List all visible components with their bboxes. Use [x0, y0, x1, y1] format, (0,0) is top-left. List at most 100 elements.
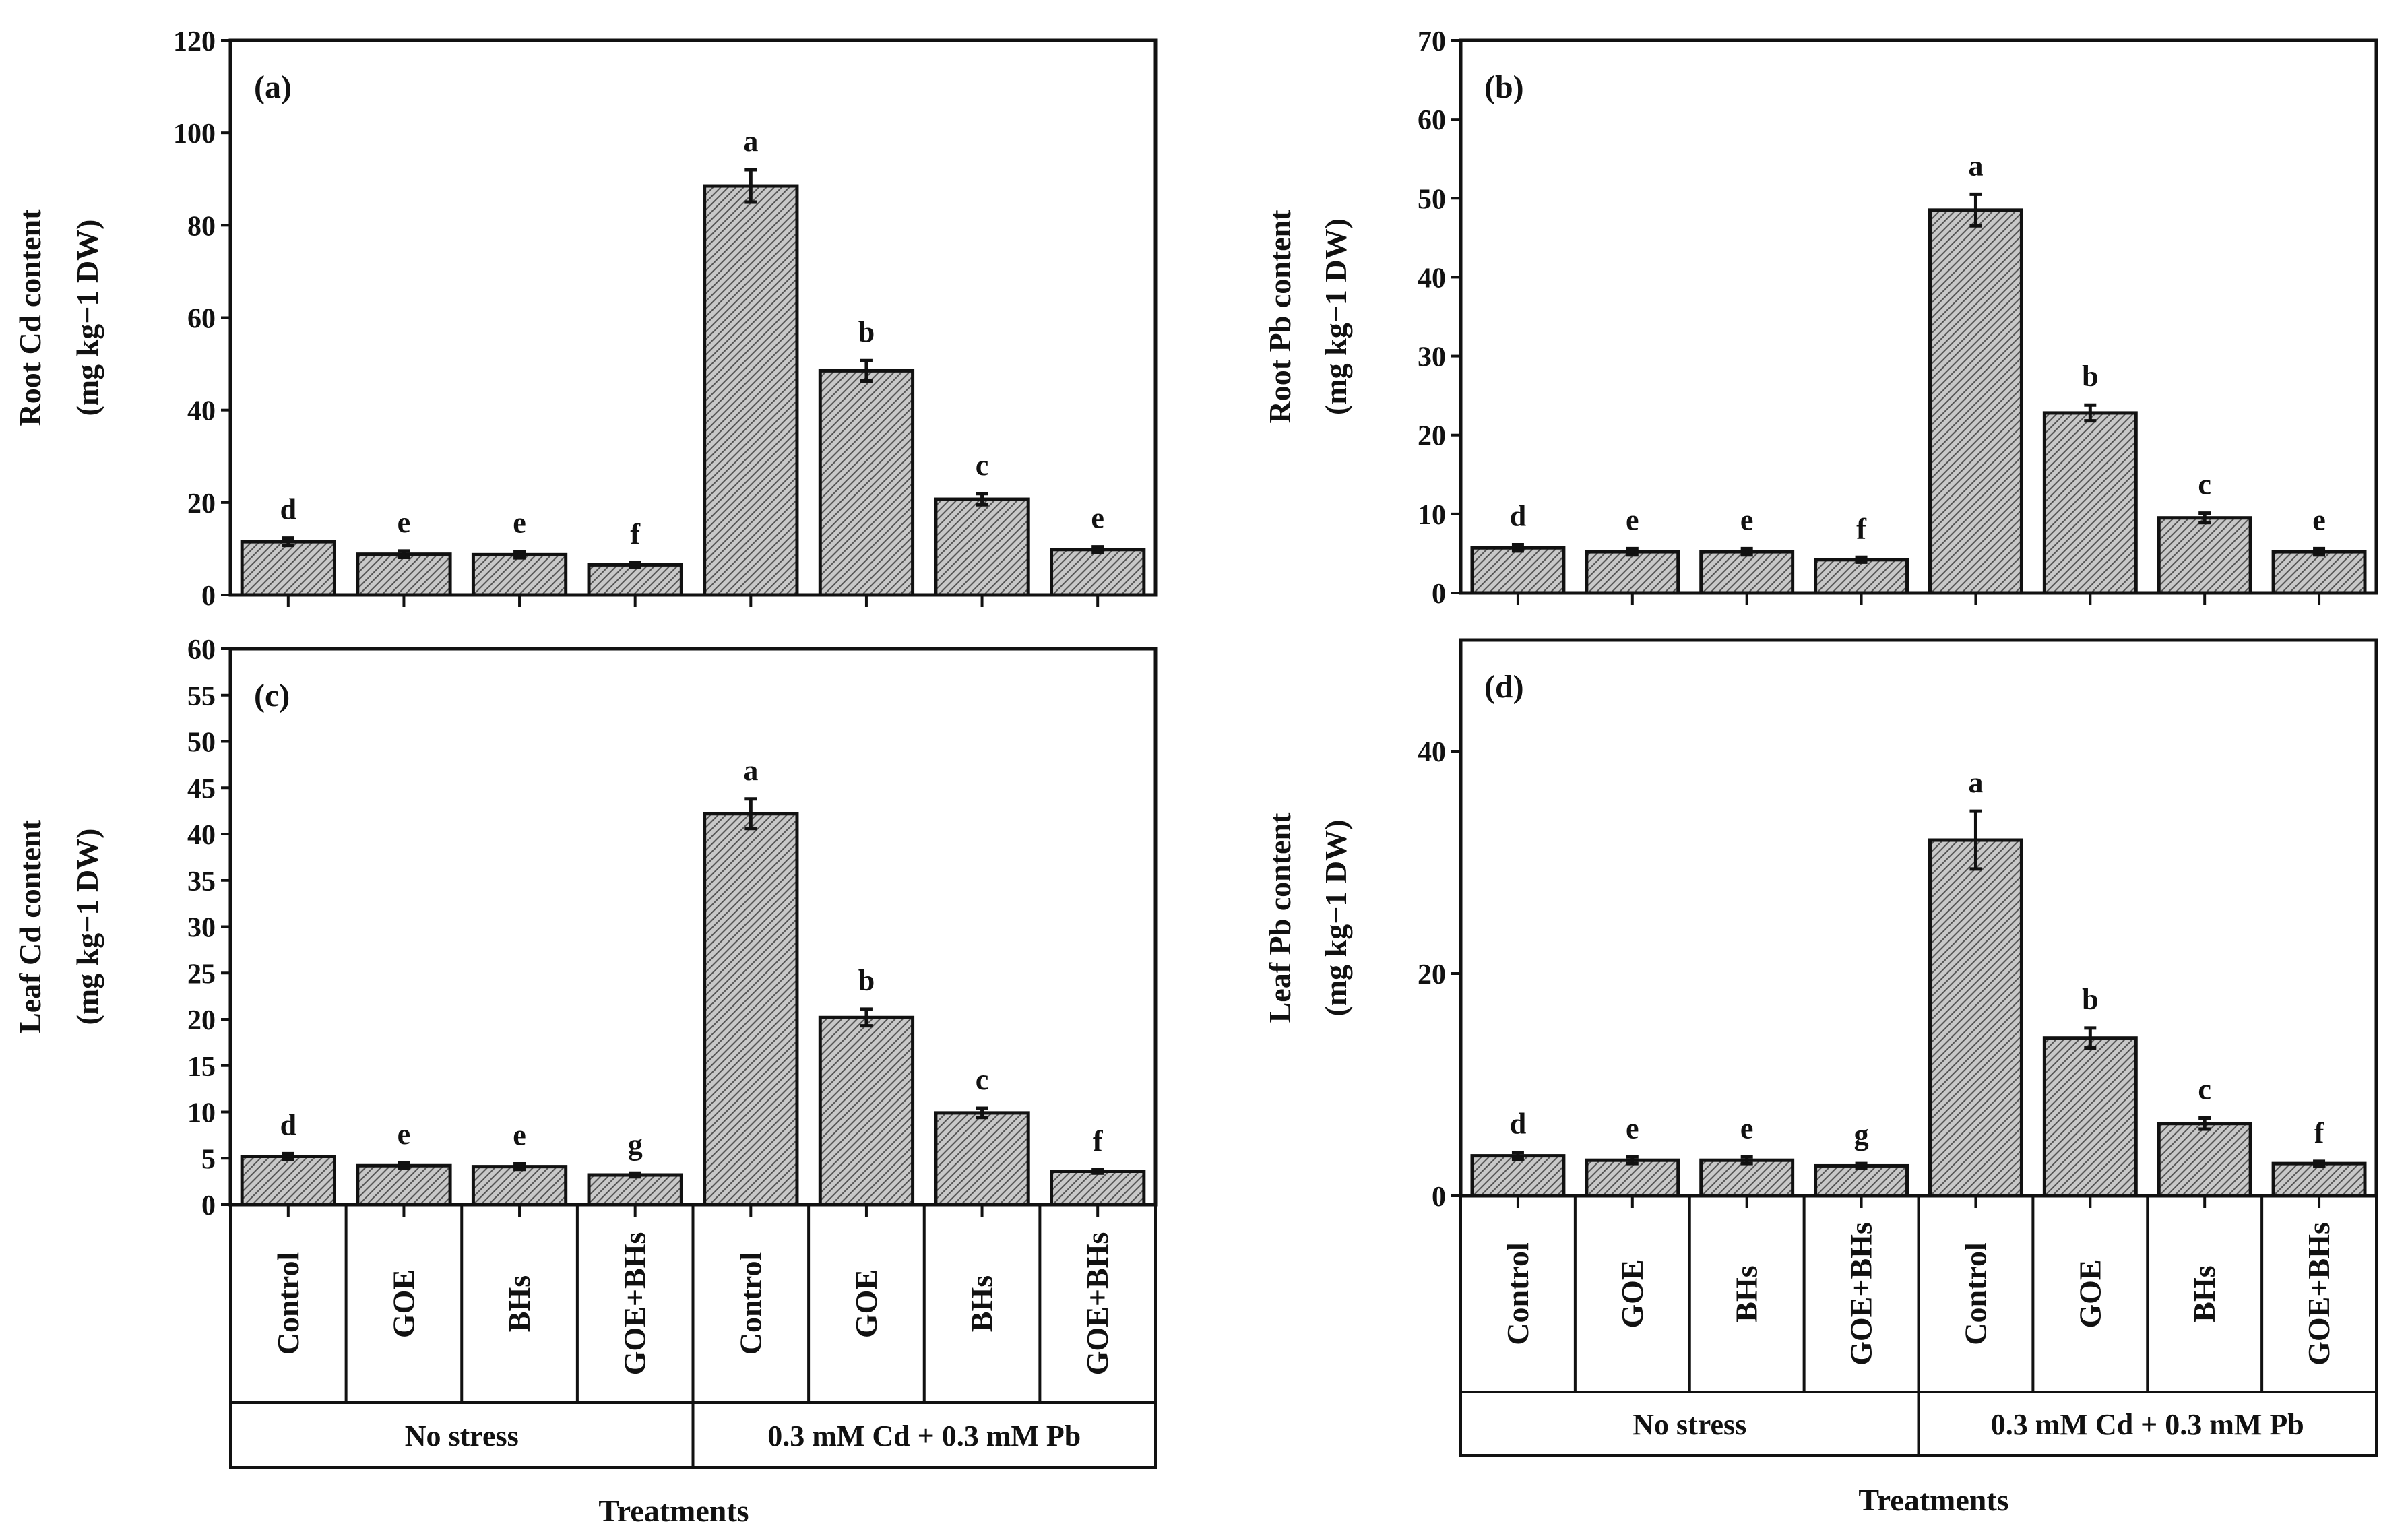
y-tick-label: 60 — [187, 304, 216, 335]
y-tick-label: 0 — [1432, 579, 1446, 610]
y-tick-label: 30 — [187, 913, 216, 944]
y-tick-label: 40 — [1418, 263, 1446, 294]
bar — [356, 1163, 452, 1207]
significance-letter: f — [630, 517, 641, 550]
treatment-label: GOE — [386, 1269, 420, 1338]
y-axis-unit: (mg kg−1 DW) — [70, 220, 104, 416]
significance-letter: g — [1854, 1118, 1869, 1151]
treatment-table-right: Control GOE BHs GOE+BHs Control GOE BHs GOE+BHs… — [1459, 1194, 2378, 1457]
y-tick-label: 10 — [187, 1098, 216, 1129]
significance-letter: b — [2082, 983, 2098, 1016]
bar — [240, 1155, 336, 1207]
treatment-label: Control — [1958, 1242, 1992, 1345]
significance-letter: b — [2082, 360, 2098, 393]
significance-letter: d — [280, 1108, 296, 1141]
group-label-stress: 0.3 mM Cd + 0.3 mM Pb — [767, 1419, 1081, 1453]
significance-letter: e — [1626, 503, 1639, 536]
y-tick-label: 20 — [187, 1005, 216, 1036]
significance-letter: e — [2312, 503, 2326, 536]
significance-letter: a — [1968, 766, 1983, 799]
y-tick-label: 50 — [1418, 184, 1446, 215]
chart-panel-c: 0 5 10 15 20 25 30 35 40 45 50 55 60 d e e g a b c f (c) Leaf … — [13, 635, 1158, 1221]
significance-letter: c — [976, 1063, 989, 1096]
treatment-label: GOE — [1615, 1259, 1649, 1328]
treatment-label: BHs — [1730, 1265, 1764, 1322]
significance-letter: d — [280, 493, 296, 526]
treatment-label: GOE — [849, 1269, 883, 1338]
y-tick-label: 60 — [187, 635, 216, 666]
significance-letter: c — [2198, 468, 2211, 501]
panel-label: (a) — [254, 69, 292, 105]
bar — [587, 1173, 683, 1207]
bar — [471, 552, 568, 597]
bar — [356, 552, 452, 597]
treatment-label: GOE+BHs — [1844, 1222, 1878, 1366]
bar — [2157, 516, 2252, 595]
y-tick-label: 35 — [187, 866, 216, 897]
significance-letter: e — [1740, 1112, 1754, 1145]
treatment-label: BHs — [502, 1275, 536, 1332]
bar — [1928, 208, 2023, 595]
treatment-label: Control — [271, 1252, 305, 1355]
y-axis-unit: (mg kg−1 DW) — [1319, 820, 1353, 1017]
significance-letter: b — [858, 315, 875, 348]
chart-panel-a: 0 20 40 60 80 100 120 d e e f a b c e (a) Root Cd conten… — [13, 26, 1158, 612]
treatment-label: BHs — [965, 1275, 999, 1332]
y-axis-title: Root Cd content — [13, 209, 47, 426]
significance-letter: e — [1626, 1112, 1639, 1145]
bar — [2042, 411, 2138, 595]
x-axis-title-right: Treatments — [1858, 1483, 2008, 1517]
y-tick-label: 0 — [201, 581, 216, 612]
y-axis-unit: (mg kg−1 DW) — [1319, 218, 1353, 415]
y-tick-label: 80 — [187, 211, 216, 242]
y-tick-label: 100 — [173, 119, 216, 150]
treatment-table-left: Control GOE BHs GOE+BHs Control GOE BHs GOE+BHs… — [229, 1203, 1157, 1469]
y-axis-title: Leaf Cd content — [13, 819, 47, 1033]
y-tick-label: 20 — [1418, 959, 1446, 990]
y-tick-label: 15 — [187, 1052, 216, 1083]
y-tick-label: 45 — [187, 773, 216, 804]
chart-panel-b: 0 10 20 30 40 50 60 70 d e e f a b c e (b) Root Pb conten… — [1263, 26, 2378, 610]
significance-letter: f — [1856, 512, 1867, 545]
significance-letter: d — [1510, 500, 1526, 533]
y-tick-label: 0 — [201, 1190, 216, 1221]
significance-letter: a — [743, 125, 758, 158]
significance-letter: e — [398, 1118, 411, 1151]
chart-panel-d: 0 20 40 d e e g a b c f (d) Leaf Pb content (mg kg−1 … — [1263, 638, 2378, 1213]
bar — [703, 812, 799, 1207]
treatment-label: Control — [733, 1252, 767, 1355]
panel-label: (d) — [1484, 669, 1524, 705]
bar — [240, 540, 336, 597]
significance-letter: e — [513, 507, 526, 540]
y-axis-unit: (mg kg−1 DW) — [70, 829, 104, 1025]
plot-frame — [1459, 638, 2378, 1198]
y-axis-title: Leaf Pb content — [1263, 812, 1297, 1023]
y-tick-label: 40 — [187, 396, 216, 427]
y-tick-label: 0 — [1432, 1182, 1446, 1213]
significance-letter: e — [398, 506, 411, 539]
bar — [1050, 548, 1146, 597]
group-label-no-stress: No stress — [405, 1419, 519, 1453]
significance-letter: c — [976, 449, 989, 482]
significance-letter: f — [2314, 1116, 2325, 1149]
bar — [1814, 1163, 1909, 1198]
y-tick-label: 55 — [187, 681, 216, 712]
bar — [1585, 1158, 1680, 1198]
significance-letter: b — [858, 964, 875, 997]
bar — [1050, 1170, 1146, 1207]
treatment-label: GOE+BHs — [618, 1232, 652, 1376]
significance-letter: g — [628, 1128, 643, 1161]
bar — [2157, 1122, 2252, 1198]
y-tick-label: 5 — [201, 1144, 216, 1175]
y-tick-label: 30 — [1418, 342, 1446, 373]
bar — [1928, 838, 2023, 1198]
bar — [818, 369, 915, 597]
significance-letter: e — [513, 1119, 526, 1152]
treatment-label: Control — [1500, 1242, 1535, 1345]
significance-letter: d — [1510, 1108, 1526, 1141]
significance-letter: c — [2198, 1073, 2211, 1106]
y-tick-label: 60 — [1418, 105, 1446, 136]
group-label-stress: 0.3 mM Cd + 0.3 mM Pb — [1991, 1408, 2304, 1441]
y-tick-label: 20 — [187, 488, 216, 519]
